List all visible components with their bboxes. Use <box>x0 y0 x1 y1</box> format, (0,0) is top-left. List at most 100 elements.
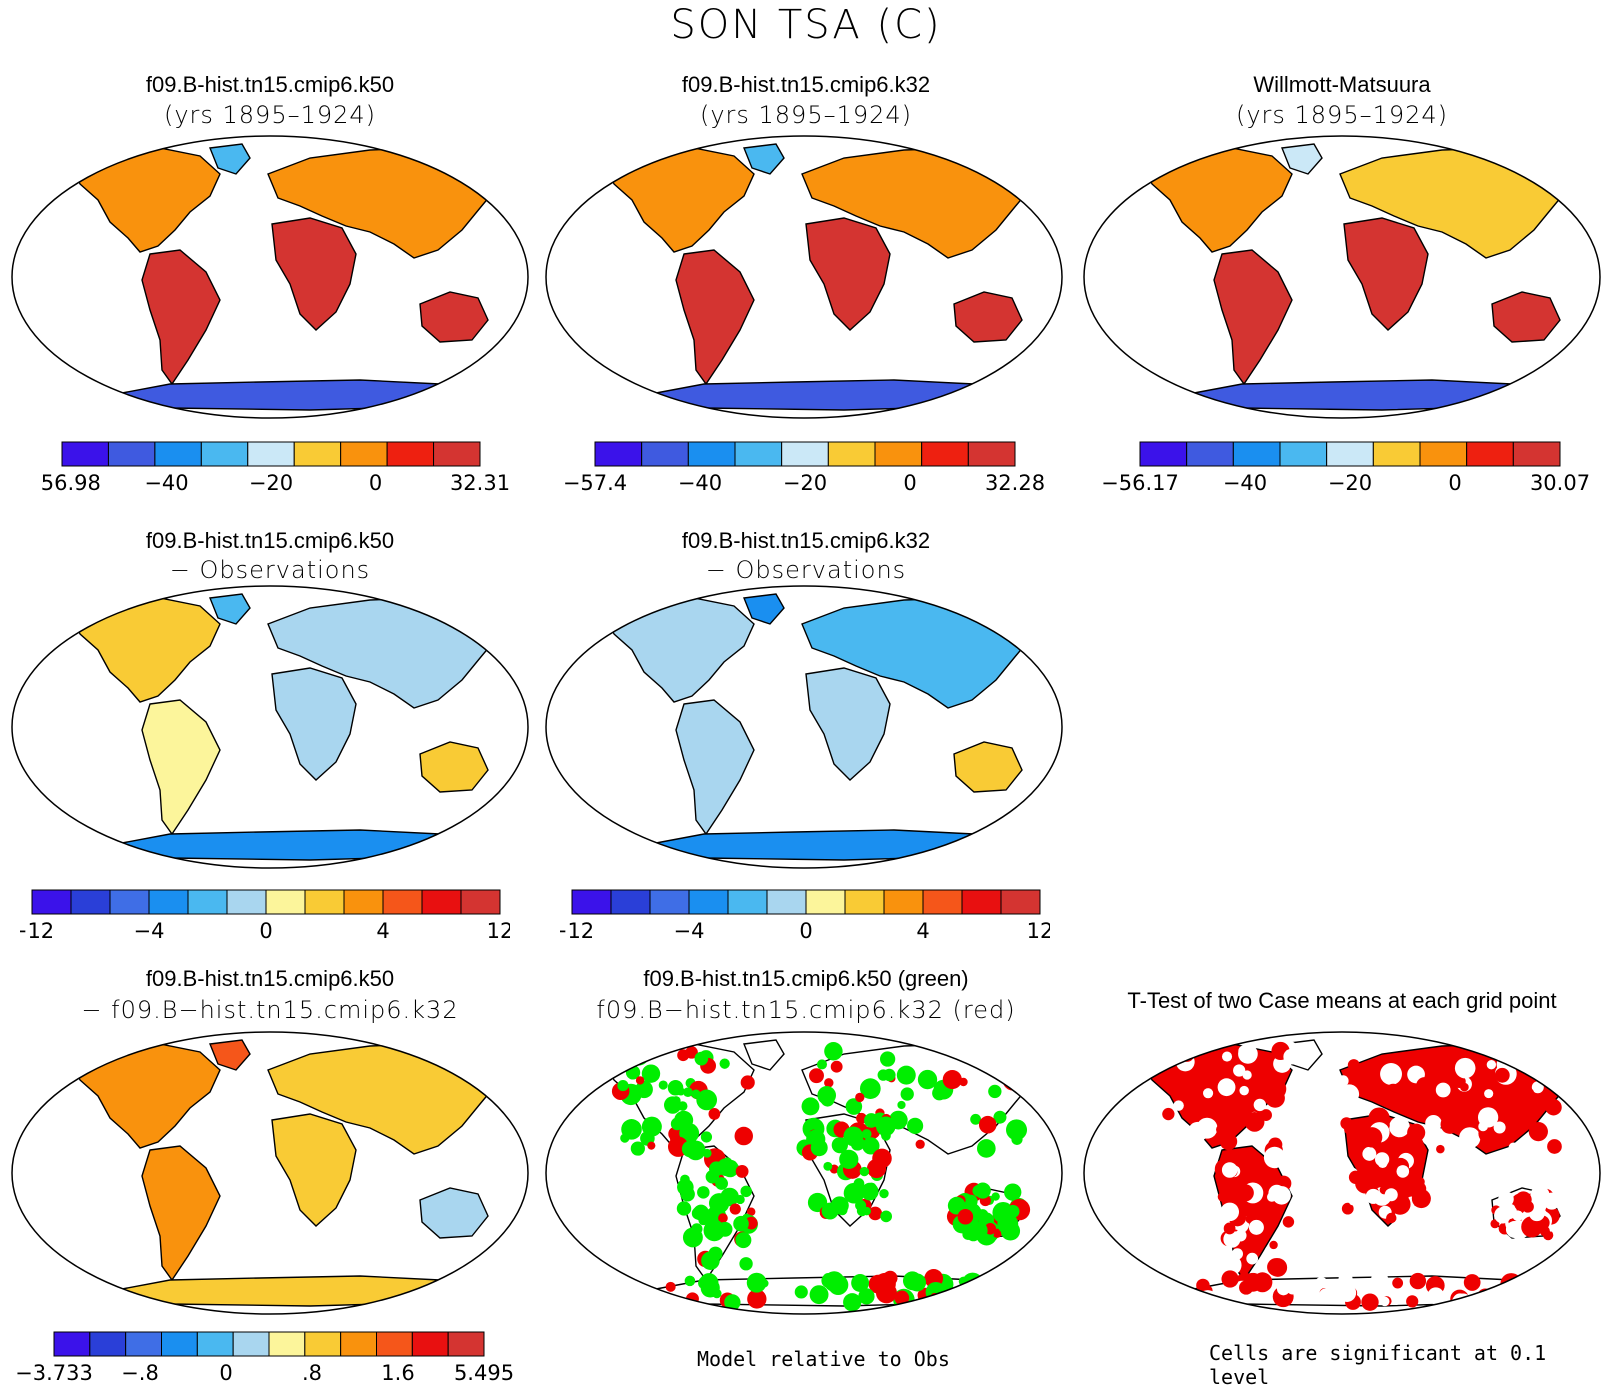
significance-cell <box>947 1196 966 1215</box>
colorbar-swatch <box>89 1331 127 1357</box>
significance-cell <box>831 1136 848 1154</box>
significance-cell <box>694 1051 709 1066</box>
colorbar-swatch <box>148 889 189 915</box>
significance-cell <box>1490 1219 1500 1229</box>
continent-australia <box>419 741 489 793</box>
significance-cell <box>1498 1191 1514 1207</box>
colorbar-swatch <box>154 441 202 467</box>
significance-cell <box>1264 1078 1287 1100</box>
significance-cell <box>1380 1063 1402 1085</box>
significance-cell <box>967 1294 977 1304</box>
colorbar-swatch <box>340 441 388 467</box>
significance-cell <box>1011 1133 1023 1145</box>
colorbar-swatch <box>1466 441 1514 467</box>
colorbar-tick-label: 0 <box>369 471 382 495</box>
colorbar-swatch <box>921 441 969 467</box>
colorbar-swatch <box>232 1331 270 1357</box>
significance-cell <box>997 1213 1019 1235</box>
colorbar-tick-label: 0 <box>259 919 272 943</box>
colorbar-swatch <box>610 889 651 915</box>
colorbar-k32-minus-obs: −12 −4 0 4 12 <box>560 889 1050 943</box>
significance-cell <box>708 1246 723 1261</box>
significance-cell <box>801 1097 820 1116</box>
significance-cell <box>667 1079 684 1096</box>
significance-cell <box>1276 1282 1290 1296</box>
significance-cell <box>676 1201 692 1216</box>
colorbar-swatch <box>883 889 924 915</box>
significance-cell <box>1203 1088 1214 1099</box>
significance-cell <box>1006 1204 1020 1218</box>
significance-cell <box>1528 1122 1548 1142</box>
map-border <box>1083 1031 1601 1315</box>
significance-cell <box>1494 1067 1510 1083</box>
footnote-significance: Cells are significant at 0.1 level <box>1209 1341 1547 1389</box>
colorbar-swatch <box>61 441 109 467</box>
significance-cell <box>1006 1119 1028 1141</box>
significance-cell <box>700 1131 713 1143</box>
colorbar-swatch <box>594 441 643 467</box>
significance-cell <box>1233 1064 1246 1077</box>
colorbar-swatch <box>340 1331 377 1357</box>
continent-greenland <box>1281 143 1323 175</box>
colorbar-tick-label: −20 <box>1328 471 1372 495</box>
colorbar-tick-label: −57.4 <box>563 471 627 495</box>
significance-cell <box>985 1286 1001 1302</box>
significance-cell <box>1338 1272 1353 1287</box>
significance-cell <box>693 1204 709 1221</box>
colorbar-tick-label: 0 <box>1448 471 1461 495</box>
colorbar-swatch <box>967 441 1016 467</box>
significance-cell <box>993 1285 1002 1295</box>
colorbar-tick-label: −12 <box>560 919 594 943</box>
significance-cell <box>794 1285 808 1299</box>
significance-cell <box>1239 1085 1249 1096</box>
significance-cell <box>915 1139 925 1149</box>
significance-cell <box>1386 1212 1397 1224</box>
figure-title: SON TSA (C) <box>670 2 942 48</box>
colorbar-tick-label: −20 <box>783 471 827 495</box>
significance-cell <box>1380 1296 1390 1307</box>
colorbar-tick-label: −3.733 <box>15 1361 93 1385</box>
significance-cell <box>1215 1103 1232 1120</box>
significance-cell <box>1285 1262 1297 1274</box>
significance-cell <box>1217 1078 1236 1097</box>
significance-cell <box>1217 1191 1228 1202</box>
significance-cell <box>843 1293 862 1312</box>
significance-cell <box>620 1133 630 1143</box>
significance-cell <box>1337 1075 1349 1087</box>
significance-cell <box>665 1281 676 1292</box>
colorbar-tick-label: 12 <box>1027 919 1050 943</box>
colorbar-tick-label: 4 <box>916 919 929 943</box>
colorbar-swatch <box>196 1331 234 1357</box>
significance-cell <box>641 1116 662 1137</box>
significance-cell <box>617 1079 629 1092</box>
continent-africa <box>805 217 891 331</box>
significance-cell <box>864 1113 879 1128</box>
significance-cell <box>1263 1146 1286 1169</box>
colorbar-tick-label: −40 <box>1223 471 1267 495</box>
colorbar-swatch <box>433 441 481 467</box>
colorbar-swatch <box>268 1331 306 1357</box>
map-ttest <box>1083 1031 1601 1315</box>
significance-cell <box>977 1277 996 1296</box>
significance-cell <box>1163 1132 1175 1145</box>
continent-africa <box>271 217 357 331</box>
panel-subtitle: (yrs 1895–1924) <box>1235 101 1449 129</box>
significance-cell <box>1002 1070 1024 1091</box>
colorbar-swatch <box>447 1331 485 1357</box>
colorbar-swatch <box>641 441 689 467</box>
significance-cell <box>1382 1091 1394 1102</box>
significance-cell <box>1216 1124 1227 1135</box>
significance-cell <box>1362 1146 1377 1161</box>
significance-cell <box>703 1219 725 1242</box>
significance-cell <box>1361 1127 1383 1148</box>
colorbar-swatch <box>376 1331 413 1357</box>
significance-cell <box>860 1182 879 1201</box>
panel-title: f09.B-hist.tn15.cmip6.k50 <box>145 966 395 991</box>
continent-australia <box>953 741 1023 793</box>
continent-greenland <box>743 143 785 175</box>
significance-cell <box>1348 1170 1363 1184</box>
significance-cell <box>1162 1107 1175 1121</box>
colorbar-swatch <box>874 441 923 467</box>
significance-cell <box>879 1188 889 1199</box>
map-border <box>11 135 529 419</box>
